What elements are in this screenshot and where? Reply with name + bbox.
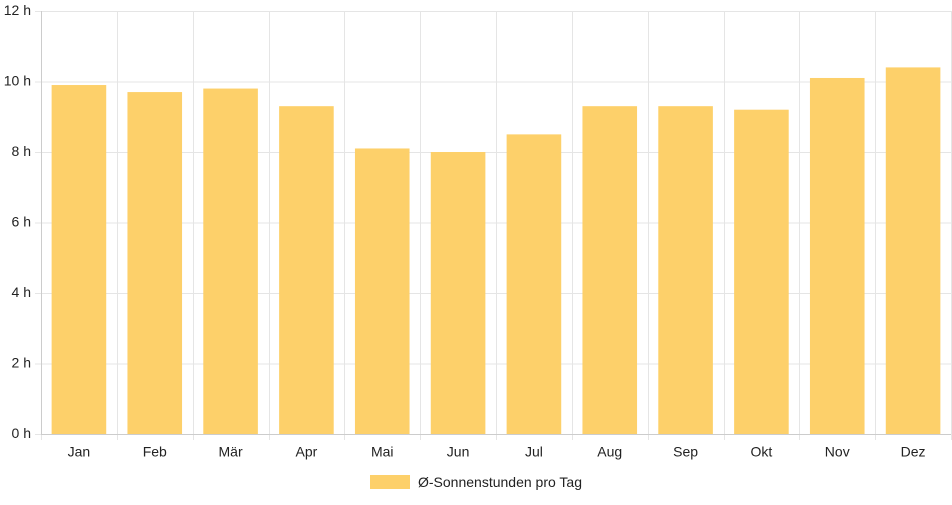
x-tick-label: Jul — [525, 444, 543, 460]
legend-swatch — [370, 475, 410, 489]
bar-okt[interactable] — [734, 109, 789, 434]
bar-mai[interactable] — [354, 148, 410, 434]
bar-apr[interactable] — [279, 106, 334, 435]
y-tick-label: 10 h — [4, 73, 31, 89]
legend[interactable]: Ø-Sonnenstunden pro Tag — [370, 472, 582, 492]
x-tick-label: Feb — [143, 444, 167, 460]
x-tick-label: Jun — [447, 444, 470, 460]
x-tick-label: Nov — [825, 444, 850, 460]
axes: 0 h 2 h 4 h 6 h 8 h 10 h 12 h Jan Feb Mär Apr Mai Ju… — [4, 2, 951, 460]
bar-mär[interactable] — [203, 88, 258, 435]
x-tick-label: Dez — [901, 444, 926, 460]
x-tick-label: Aug — [597, 444, 622, 460]
y-tick-label: 4 h — [12, 284, 31, 300]
bar-dez[interactable] — [885, 67, 941, 435]
x-tick-label: Apr — [296, 444, 318, 460]
x-tick-label: Okt — [751, 444, 773, 460]
y-tick-label: 0 h — [12, 425, 31, 441]
y-tick-label: 6 h — [12, 214, 31, 230]
bar-sep[interactable] — [658, 106, 713, 435]
bar-jul[interactable] — [506, 134, 562, 434]
x-tick-label: Sep — [673, 444, 698, 460]
y-tick-label: 8 h — [12, 143, 31, 159]
y-tick-label: 12 h — [4, 2, 31, 18]
x-tick-label: Mär — [219, 444, 243, 460]
x-tick-label: Jan — [68, 444, 91, 460]
bars — [51, 67, 941, 435]
grid-lines — [35, 11, 952, 440]
bar-jan[interactable] — [51, 85, 107, 435]
bar-jun[interactable] — [430, 152, 486, 434]
legend-label: Ø-Sonnenstunden pro Tag — [418, 474, 582, 490]
bar-feb[interactable] — [127, 92, 183, 434]
bar-nov[interactable] — [809, 77, 865, 434]
y-tick-label: 2 h — [12, 355, 31, 371]
x-tick-label: Mai — [371, 444, 394, 460]
bar-aug[interactable] — [582, 106, 638, 435]
